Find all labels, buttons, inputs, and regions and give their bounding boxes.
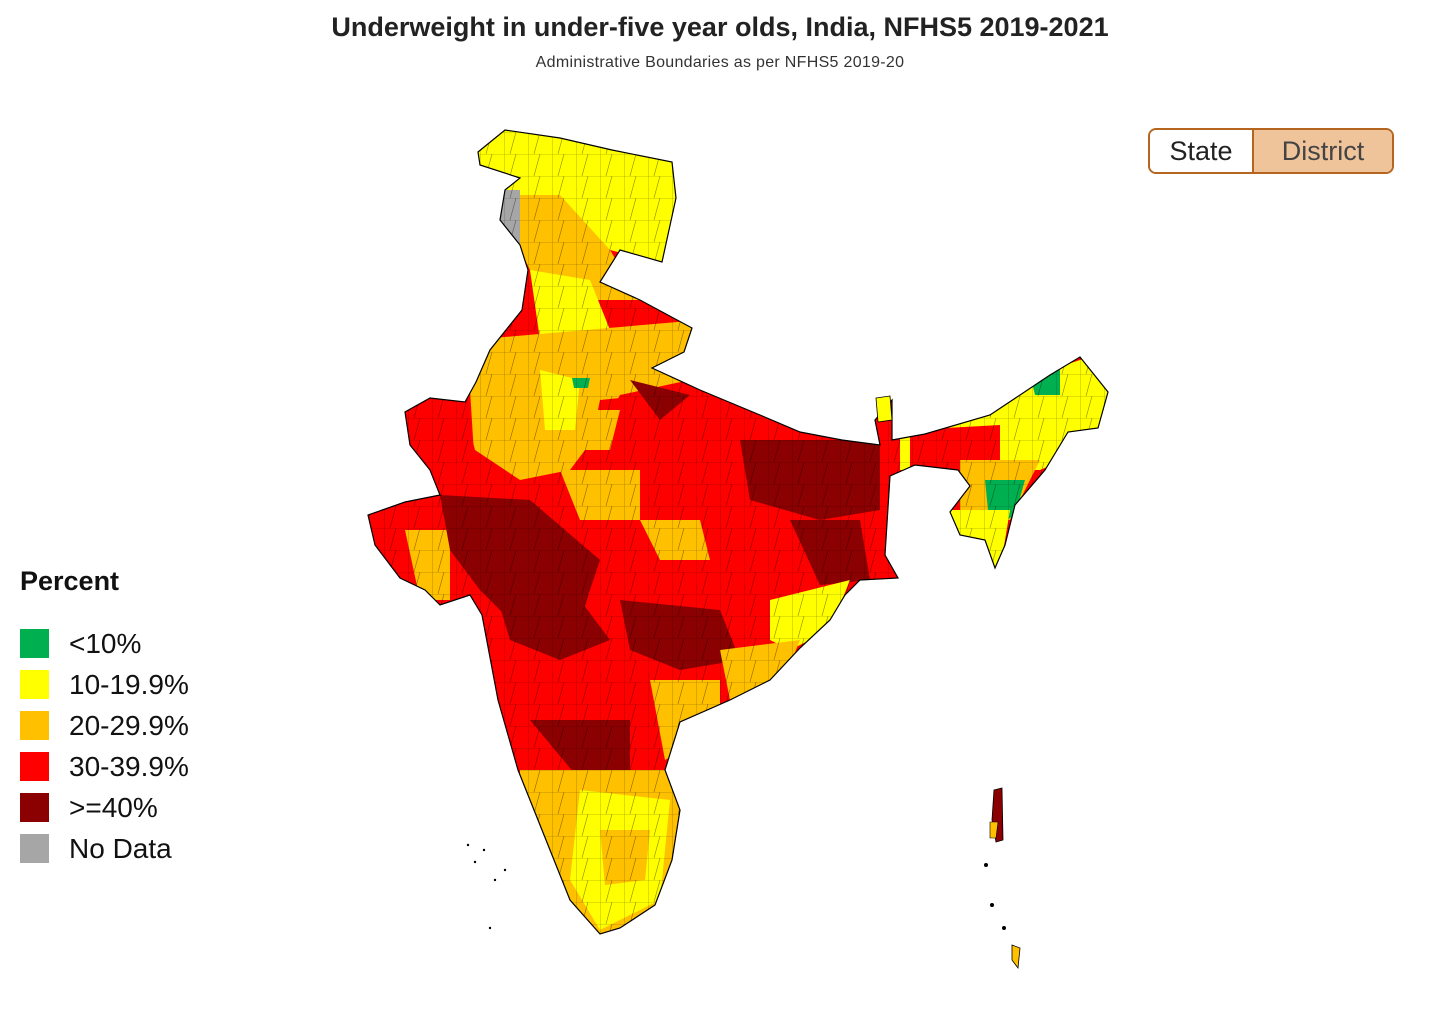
legend-item-lt10: <10%	[20, 623, 189, 664]
legend-label: 10-19.9%	[69, 668, 189, 700]
region-assam-green	[960, 398, 985, 415]
legend-swatch	[20, 711, 49, 740]
legend-label: No Data	[69, 832, 172, 864]
legend-label: 30-39.9%	[69, 750, 189, 782]
mainland-regions	[368, 130, 1108, 934]
legend-item-30-39: 30-39.9%	[20, 746, 189, 787]
map-subtitle: Administrative Boundaries as per NFHS5 2…	[535, 54, 905, 71]
district-toggle-button[interactable]: District	[1254, 130, 1392, 172]
legend-item-10-19: 10-19.9%	[20, 664, 189, 705]
state-toggle-button[interactable]: State	[1150, 130, 1254, 172]
legend: Percent <10% 10-19.9% 20-29.9% 30-39.9% …	[20, 566, 189, 869]
legend-swatch	[20, 670, 49, 699]
district-boundaries	[368, 130, 1108, 934]
legend-swatch	[20, 752, 49, 781]
legend-swatch	[20, 793, 49, 822]
region-sikkim	[875, 395, 893, 423]
legend-label: >=40%	[69, 791, 158, 823]
andaman-nicobar-islands	[984, 787, 1021, 970]
legend-label: <10%	[69, 627, 142, 659]
level-toggle: State District	[1148, 128, 1394, 174]
legend-swatch	[20, 834, 49, 863]
legend-label: 20-29.9%	[69, 709, 189, 741]
legend-title: Percent	[20, 566, 120, 596]
india-outline	[367, 129, 1109, 935]
legend-swatch	[20, 629, 49, 658]
map-title: Underweight in under-five year olds, Ind…	[331, 12, 1109, 42]
lakshadweep-islands	[466, 843, 507, 930]
legend-item-20-29: 20-29.9%	[20, 705, 189, 746]
legend-item-no-data: No Data	[20, 828, 189, 869]
legend-item-gte40: >=40%	[20, 787, 189, 828]
